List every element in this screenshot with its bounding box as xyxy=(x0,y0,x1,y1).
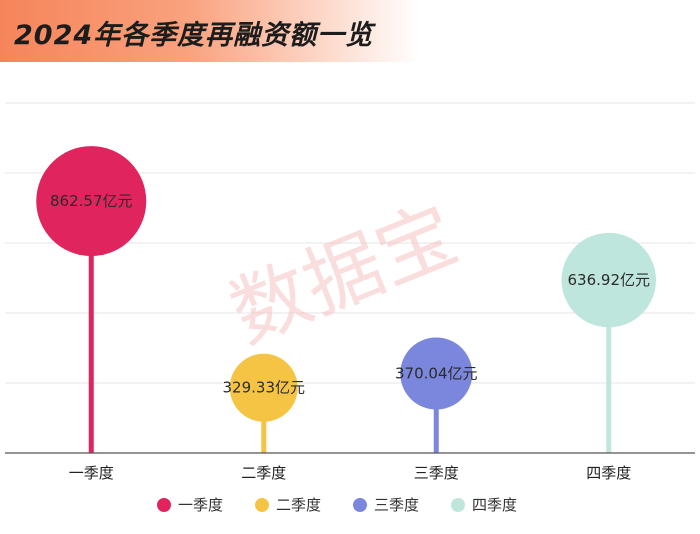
x-tick-label: 四季度 xyxy=(586,464,631,482)
x-axis-ticks: 一季度 二季度 三季度 四季度 xyxy=(69,464,632,482)
title-banner: 2024年各季度再融资额一览 xyxy=(0,0,420,62)
legend-swatch xyxy=(255,498,269,512)
x-tick-label: 三季度 xyxy=(414,464,459,482)
legend-label: 三季度 xyxy=(374,496,419,514)
x-tick-label: 一季度 xyxy=(69,464,114,482)
chart-marks: 862.57亿元 329.33亿元 370.04亿元 636.92亿元 xyxy=(36,146,657,453)
legend-swatch xyxy=(157,498,171,512)
lollipop-circle xyxy=(36,146,147,257)
legend-label: 四季度 xyxy=(472,496,517,514)
legend: 一季度 二季度 三季度 四季度 xyxy=(157,496,517,514)
watermark-text: 数据宝 xyxy=(219,190,470,361)
legend-swatch xyxy=(353,498,367,512)
value-label: 370.04亿元 xyxy=(395,364,478,382)
value-label: 636.92亿元 xyxy=(568,271,651,289)
legend-label: 二季度 xyxy=(276,496,321,514)
x-tick-label: 二季度 xyxy=(241,464,286,482)
legend-label: 一季度 xyxy=(178,496,223,514)
value-label: 329.33亿元 xyxy=(223,379,306,397)
lollipop-circle xyxy=(400,337,473,410)
legend-swatch xyxy=(451,498,465,512)
lollipop-circle xyxy=(229,353,298,422)
value-label: 862.57亿元 xyxy=(50,192,133,210)
chart-title: 2024年各季度再融资额一览 xyxy=(14,20,374,51)
lollipop-circle xyxy=(561,232,657,328)
